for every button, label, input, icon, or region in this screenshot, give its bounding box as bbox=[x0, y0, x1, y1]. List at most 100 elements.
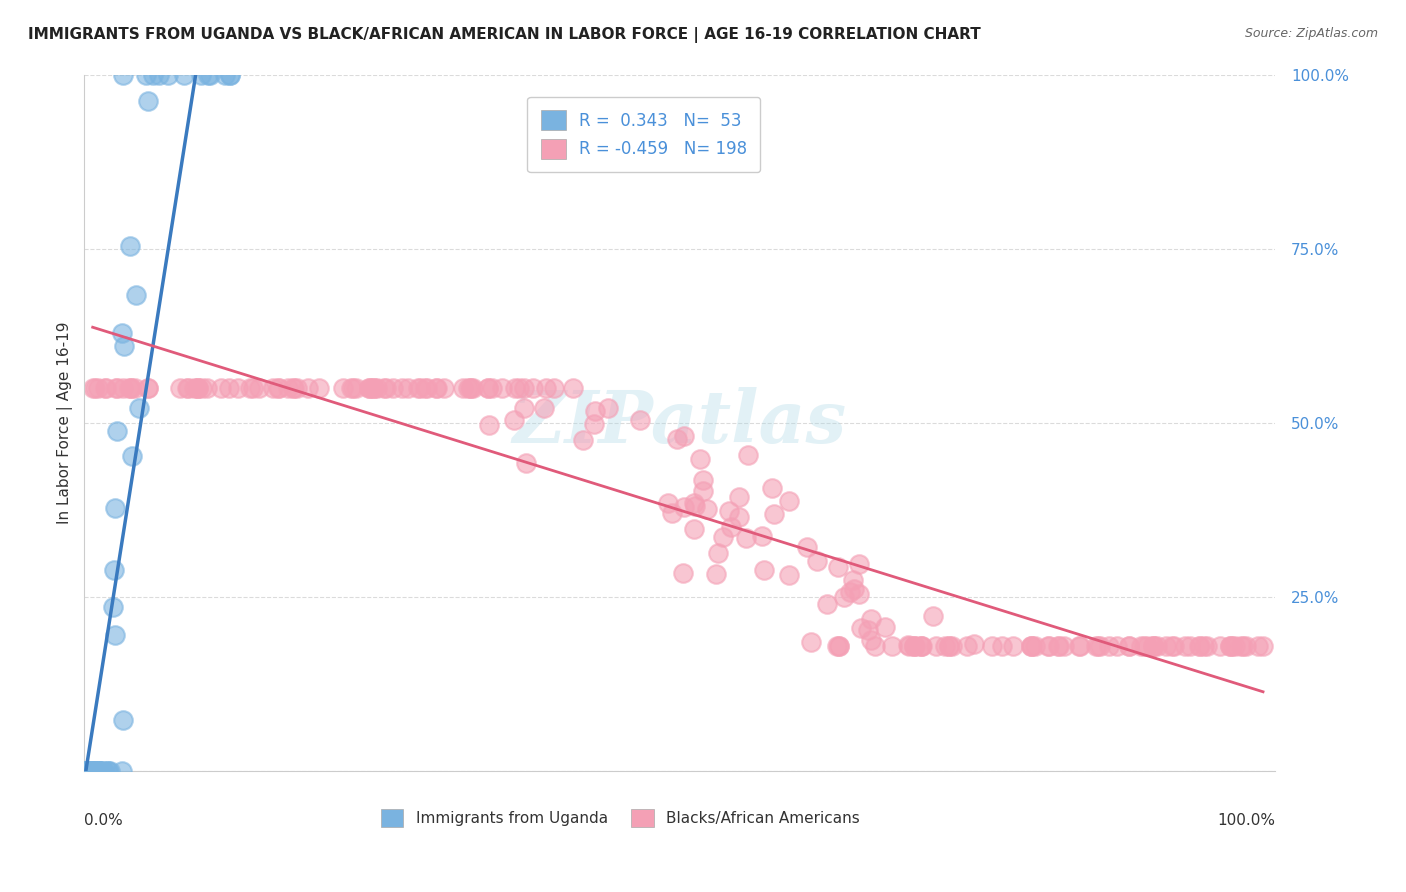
Point bbox=[186, 381, 208, 395]
Point bbox=[711, 530, 734, 544]
Text: IMMIGRANTS FROM UGANDA VS BLACK/AFRICAN AMERICAN IN LABOR FORCE | AGE 16-19 CORR: IMMIGRANTS FROM UGANDA VS BLACK/AFRICAN … bbox=[28, 27, 981, 43]
Point bbox=[1019, 639, 1042, 653]
Point bbox=[1232, 639, 1254, 653]
Point bbox=[187, 381, 209, 395]
Point bbox=[148, 68, 170, 82]
Point bbox=[696, 502, 718, 516]
Point bbox=[583, 404, 606, 418]
Point bbox=[1021, 639, 1043, 653]
Point bbox=[297, 381, 319, 395]
Point bbox=[903, 639, 925, 653]
Point bbox=[97, 764, 120, 779]
Point bbox=[860, 611, 883, 625]
Point bbox=[91, 764, 114, 779]
Point bbox=[76, 764, 98, 779]
Point bbox=[79, 764, 101, 779]
Point bbox=[111, 713, 134, 727]
Point bbox=[806, 554, 828, 568]
Point bbox=[98, 764, 121, 779]
Point bbox=[737, 448, 759, 462]
Point bbox=[990, 639, 1012, 653]
Point bbox=[1154, 639, 1177, 653]
Point bbox=[825, 639, 848, 653]
Point bbox=[363, 381, 385, 395]
Point bbox=[242, 381, 264, 395]
Point bbox=[142, 68, 165, 82]
Point bbox=[828, 639, 851, 653]
Point bbox=[1188, 639, 1211, 653]
Point bbox=[173, 68, 195, 82]
Point bbox=[522, 381, 544, 395]
Point bbox=[1142, 639, 1164, 653]
Point bbox=[848, 587, 870, 601]
Point bbox=[247, 381, 270, 395]
Point bbox=[657, 496, 679, 510]
Point bbox=[460, 381, 482, 395]
Point bbox=[1174, 639, 1197, 653]
Point bbox=[672, 500, 695, 515]
Point bbox=[796, 540, 818, 554]
Point bbox=[191, 381, 214, 395]
Point bbox=[842, 573, 865, 587]
Point bbox=[689, 451, 711, 466]
Point bbox=[851, 621, 873, 635]
Point bbox=[111, 764, 134, 779]
Point bbox=[671, 566, 693, 580]
Point bbox=[1160, 639, 1182, 653]
Point bbox=[692, 473, 714, 487]
Point bbox=[666, 432, 689, 446]
Point bbox=[425, 381, 447, 395]
Point bbox=[308, 381, 330, 395]
Point bbox=[198, 68, 221, 82]
Point bbox=[838, 585, 860, 599]
Point bbox=[267, 381, 290, 395]
Point bbox=[360, 381, 382, 395]
Point bbox=[571, 433, 593, 447]
Point bbox=[120, 381, 142, 395]
Point bbox=[815, 597, 838, 611]
Point bbox=[1142, 639, 1164, 653]
Point bbox=[157, 68, 180, 82]
Point bbox=[89, 764, 111, 779]
Point bbox=[583, 417, 606, 431]
Point bbox=[239, 381, 262, 395]
Point bbox=[283, 381, 305, 395]
Point bbox=[1090, 639, 1112, 653]
Point bbox=[1069, 639, 1091, 653]
Point bbox=[875, 620, 897, 634]
Point bbox=[281, 381, 304, 395]
Point bbox=[413, 381, 436, 395]
Point bbox=[718, 503, 741, 517]
Point bbox=[463, 381, 485, 395]
Point bbox=[187, 381, 209, 395]
Point bbox=[856, 624, 879, 638]
Point bbox=[82, 381, 104, 395]
Point bbox=[512, 401, 534, 415]
Point bbox=[357, 381, 380, 395]
Point bbox=[1038, 639, 1060, 653]
Point bbox=[177, 381, 200, 395]
Point bbox=[136, 381, 159, 395]
Point bbox=[363, 381, 385, 395]
Point bbox=[751, 529, 773, 543]
Point bbox=[136, 381, 159, 395]
Point bbox=[112, 68, 135, 82]
Point bbox=[89, 764, 111, 779]
Point bbox=[752, 563, 775, 577]
Point bbox=[1002, 639, 1025, 653]
Point bbox=[135, 68, 157, 82]
Point bbox=[93, 764, 115, 779]
Point bbox=[97, 764, 120, 779]
Point bbox=[1225, 639, 1247, 653]
Point bbox=[938, 639, 960, 653]
Point bbox=[1118, 639, 1140, 653]
Point bbox=[124, 381, 146, 395]
Point bbox=[956, 639, 979, 653]
Point bbox=[778, 568, 800, 582]
Point bbox=[332, 381, 354, 395]
Point bbox=[382, 381, 405, 395]
Point bbox=[75, 764, 97, 779]
Point bbox=[598, 401, 620, 415]
Point bbox=[910, 639, 932, 653]
Point bbox=[373, 381, 395, 395]
